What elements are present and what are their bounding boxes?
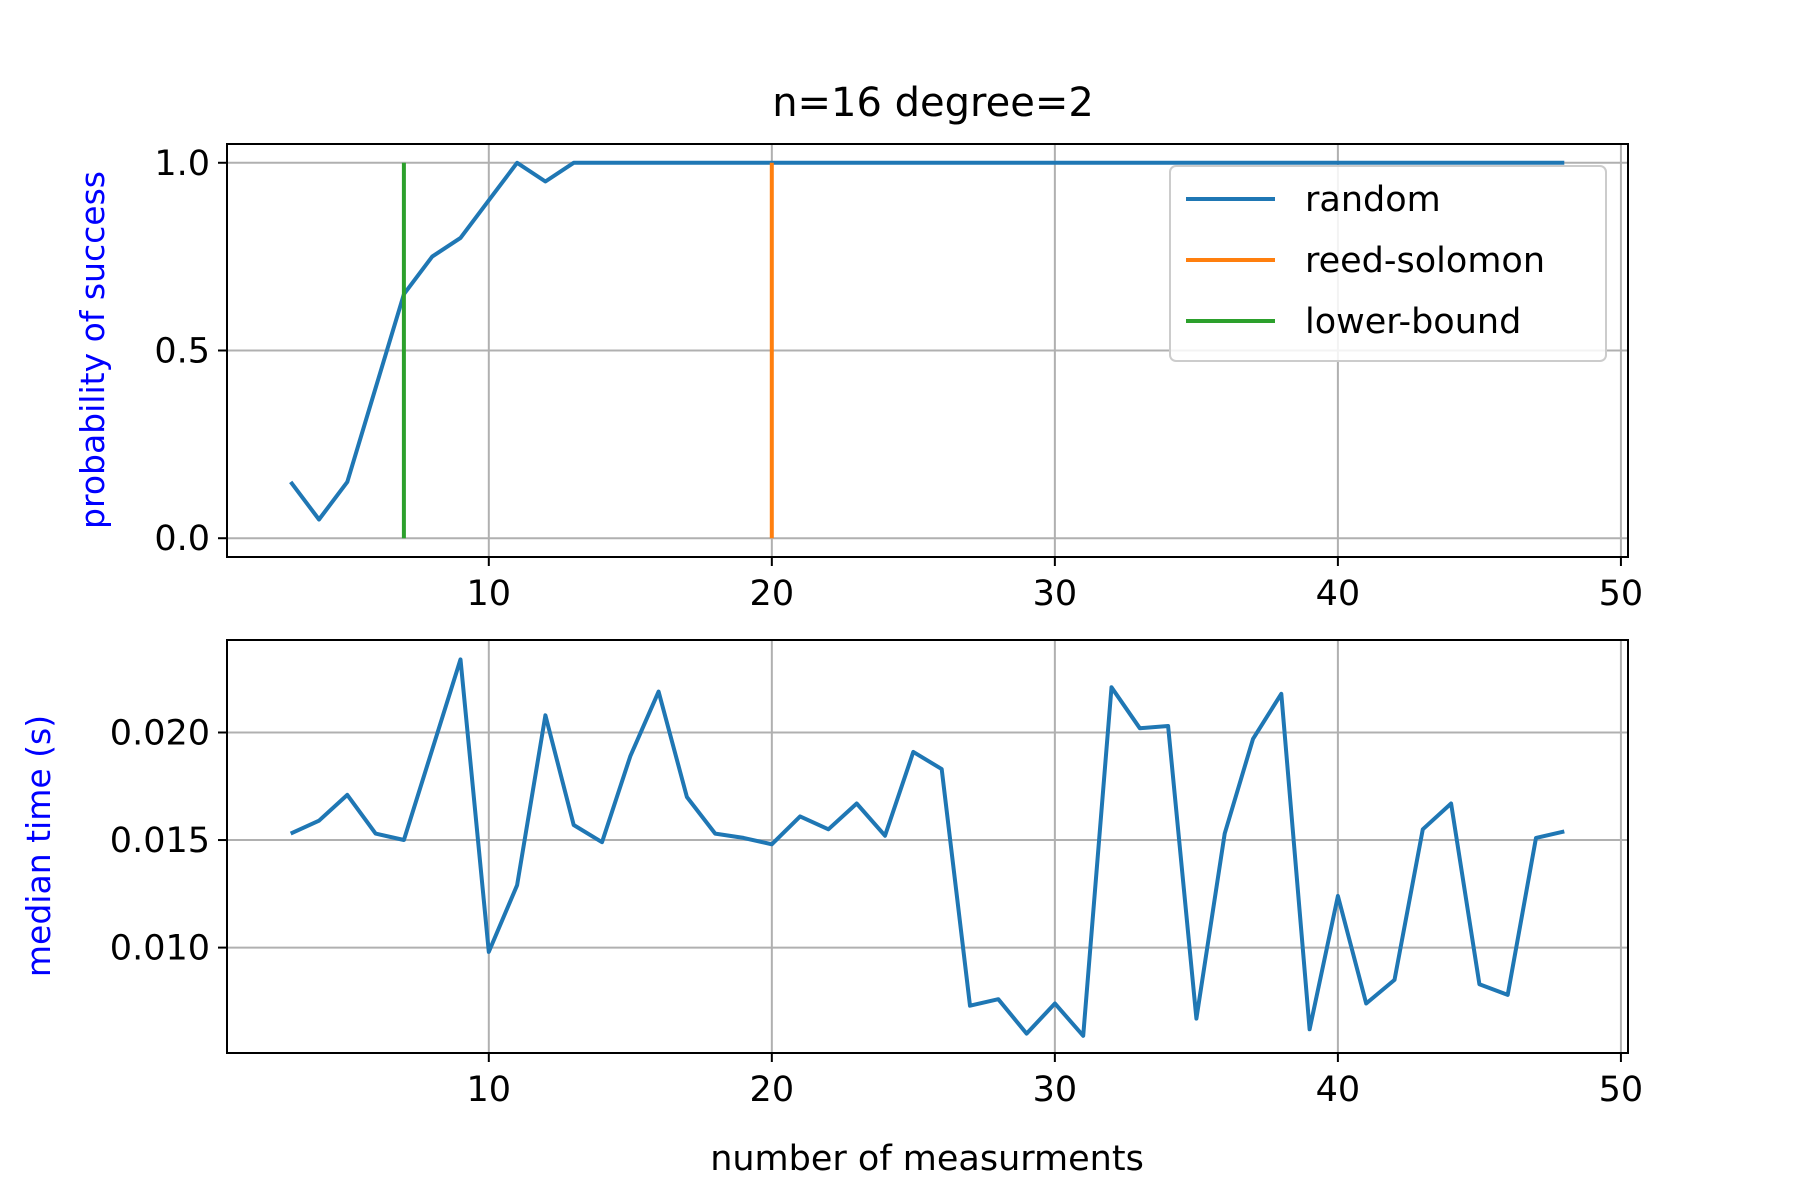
median-time-panel: 10 20 30 40 50 0.010 0.015 0.020 median time (s… <box>19 639 1643 1179</box>
x-tick-label: 10 <box>467 574 512 614</box>
axes-frame <box>226 639 1629 1054</box>
x-tick-label: 20 <box>750 574 795 614</box>
y-axis-label: probability of success <box>73 171 112 529</box>
x-tick-label: 50 <box>1599 574 1644 614</box>
legend: random reed-solomon lower-bound <box>1169 165 1607 362</box>
grid-lines <box>227 640 1628 1053</box>
success-probability-panel: 10 20 30 40 50 0.0 0.5 1.0 probability of succe… <box>73 143 1643 614</box>
x-tick-label: 10 <box>467 1070 512 1110</box>
legend-label-random: random <box>1305 180 1441 220</box>
plot-lines <box>289 160 1565 539</box>
x-tick-label: 50 <box>1599 1070 1644 1110</box>
y-axis-label: median time (s) <box>19 715 58 977</box>
x-tick-label: 20 <box>750 1070 795 1110</box>
chart-title: n=16 degree=2 <box>772 80 1094 126</box>
legend-label-lower-bound: lower-bound <box>1305 302 1521 342</box>
series-line-series-0 <box>289 657 1565 1038</box>
y-tick-label: 0.020 <box>110 713 210 753</box>
x-tick-label: 40 <box>1316 574 1361 614</box>
legend-label-reed-solomon: reed-solomon <box>1305 241 1545 281</box>
y-tick-label: 0.5 <box>154 332 210 372</box>
x-tick-label: 40 <box>1316 1070 1361 1110</box>
y-tick-label: 0.010 <box>110 929 210 969</box>
x-tick-label: 30 <box>1033 1070 1078 1110</box>
series-line-random <box>289 160 1565 522</box>
y-tick-label: 0.0 <box>154 519 210 559</box>
axis-ticks: 10 20 30 40 50 0.0 0.5 1.0 <box>154 144 1643 614</box>
plot-lines <box>289 657 1565 1038</box>
x-axis-label: number of measurments <box>710 1139 1144 1179</box>
y-tick-label: 0.015 <box>110 821 210 861</box>
y-tick-label: 1.0 <box>154 144 210 184</box>
x-tick-label: 30 <box>1033 574 1078 614</box>
legend-box <box>1169 165 1607 362</box>
axis-ticks: 10 20 30 40 50 0.010 0.015 0.020 <box>110 713 1643 1110</box>
